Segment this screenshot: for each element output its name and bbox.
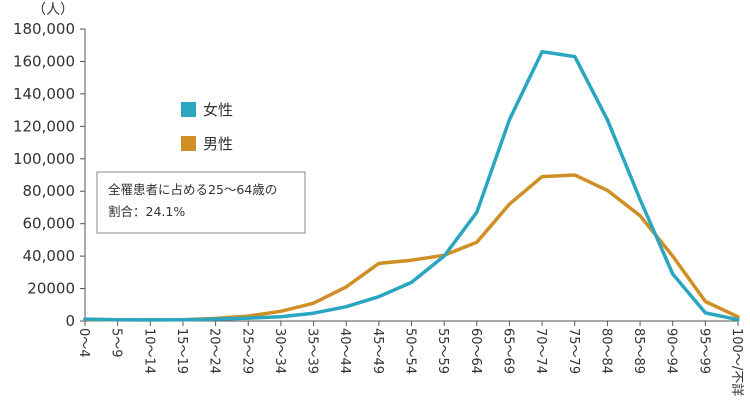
x-tick-label: 35～39 [305, 328, 320, 374]
y-tick-label: 40,000 [23, 247, 76, 265]
y-tick-label: 20000 [27, 280, 75, 298]
x-tick-label: 0～4 [76, 328, 91, 358]
x-tick-label: 50～54 [403, 328, 418, 374]
y-tick-label: 60,000 [23, 215, 76, 233]
y-tick-label: 180,000 [13, 20, 75, 38]
x-tick-label: 10～14 [141, 328, 156, 374]
x-tick-label: 85～89 [631, 328, 646, 374]
y-tick-label: 160,000 [13, 52, 75, 70]
y-axis-label: （人） [32, 2, 74, 18]
series-line-female [83, 49, 740, 322]
y-tick-label: 80,000 [23, 182, 76, 200]
legend-label: 男性 [203, 135, 233, 153]
x-tick-label: 60～64 [468, 328, 483, 374]
y-tick-label: 100,000 [13, 150, 75, 168]
x-tick-label: 65～69 [500, 328, 515, 374]
y-tick-label: 0 [65, 312, 75, 330]
x-tick-label: 40～44 [337, 328, 352, 374]
x-tick-label: 95～99 [696, 328, 711, 374]
series-lines [83, 49, 740, 322]
x-tick-label: 20～24 [207, 328, 222, 374]
annotation-line: 割合：24.1% [108, 204, 185, 219]
y-tick-label: 140,000 [13, 85, 75, 103]
x-tick-label: 70～74 [533, 328, 548, 374]
legend-swatch [181, 102, 196, 117]
x-tick-label: 90～94 [664, 328, 679, 374]
y-tick-label: 120,000 [13, 117, 75, 135]
x-tick-label: 5～9 [109, 328, 124, 358]
legend-label: 女性 [203, 101, 233, 119]
annotation-frame [96, 171, 306, 234]
x-tick-label: 45～49 [370, 328, 385, 374]
annotation-line: 全罹患者に占める25～64歳の [108, 182, 277, 197]
legend-swatch [181, 136, 196, 151]
x-tick-label: 75～79 [566, 328, 581, 374]
x-tick-label: 55～59 [435, 328, 450, 374]
x-tick-label: 25～29 [239, 328, 254, 374]
x-tick-label: 15～19 [174, 328, 189, 374]
x-tick-label: 80～84 [598, 328, 613, 374]
x-tick-label: 100～/不詳 [729, 328, 745, 396]
x-axis-ticks: 0～4 5～9 10～14 15～19 20～24 25～29 30～34 35～39 40～4… [76, 321, 745, 396]
y-axis-ticks: 0 20000 40,000 60,000 80,000 100,000 120,000 14… [13, 20, 85, 330]
x-tick-label: 30～34 [272, 328, 287, 374]
